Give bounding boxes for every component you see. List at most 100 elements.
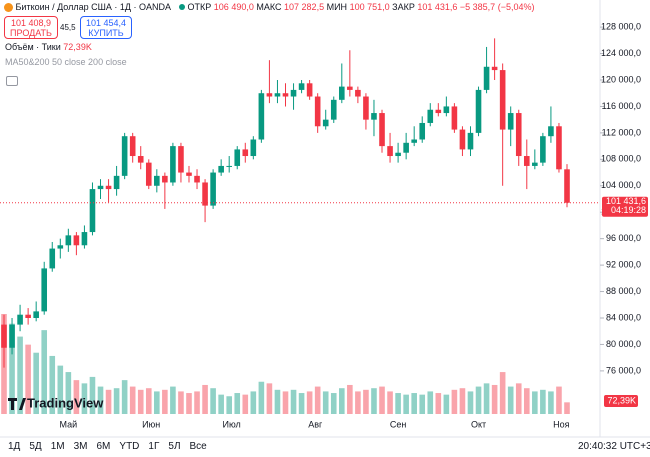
candle-body	[137, 156, 144, 163]
volume-bar	[113, 388, 120, 414]
y-tick-label: 80 000,0	[606, 339, 641, 349]
volume-bar	[403, 394, 409, 414]
candle-body	[210, 172, 216, 206]
candle-body	[97, 185, 104, 190]
candle-body	[371, 113, 377, 120]
volume-bar	[194, 391, 200, 414]
volume-bar	[355, 391, 361, 414]
volume-bar	[250, 391, 257, 414]
volume-bar	[411, 393, 417, 414]
volume-bar	[451, 389, 458, 414]
volume-bar	[154, 391, 160, 414]
candle-body	[154, 175, 160, 186]
volume-bar	[242, 394, 249, 414]
timeframe-button[interactable]: 5Д	[29, 441, 42, 452]
volume-bar	[65, 372, 72, 414]
candle-body	[387, 146, 393, 157]
volume-bar	[49, 355, 56, 414]
volume-bar	[186, 393, 192, 414]
timeframe-button[interactable]: Все	[189, 441, 207, 452]
candle-body	[459, 129, 466, 150]
volume-bar	[97, 386, 104, 414]
volume-bar	[266, 383, 273, 414]
timeframe-button[interactable]: YTD	[119, 441, 140, 452]
logo-icon	[8, 398, 26, 410]
y-tick-label: 116 000,0	[602, 101, 641, 111]
volume-value: 72,39K	[63, 42, 92, 52]
candle-body	[290, 89, 297, 97]
volume-bar	[363, 389, 369, 414]
countdown: 04:19:28	[611, 205, 646, 215]
timeframe-button[interactable]: 5Л	[168, 441, 181, 452]
x-tick-label: Май	[60, 419, 78, 429]
candle-body	[57, 245, 64, 249]
candle-body	[186, 172, 192, 176]
ohlc-label: МИН	[326, 2, 348, 12]
candle-body	[129, 136, 136, 157]
volume-bar	[491, 384, 498, 414]
volume-bar	[57, 365, 64, 414]
candle-body	[25, 314, 31, 318]
x-tick-label: Окт	[471, 419, 486, 429]
volume-bar	[556, 386, 562, 414]
volume-bar	[81, 383, 88, 414]
header: Биткоин / Доллар США · 1Д · OANDA ОТКР 1…	[4, 2, 535, 13]
candle-body	[339, 86, 345, 100]
candle-body	[1, 324, 7, 348]
candle-body	[113, 175, 120, 190]
candle-body	[427, 109, 434, 123]
candle-body	[435, 109, 442, 114]
y-tick-label: 124 000,0	[601, 48, 641, 58]
candle-body	[395, 152, 401, 157]
candle-body	[242, 149, 249, 157]
candle-body	[451, 106, 458, 130]
sell-button[interactable]: 101 408,9 ПРОДАТЬ	[4, 16, 58, 39]
volume-bar	[145, 388, 152, 414]
candle-body	[65, 235, 72, 246]
volume-legend: Объём · Тики 72,39K	[5, 42, 92, 52]
candle-body	[226, 165, 232, 167]
timeframe-button[interactable]: 6М	[96, 441, 111, 452]
buy-button[interactable]: 101 454,4 КУПИТЬ	[80, 16, 132, 39]
candle-body	[17, 314, 23, 325]
price-tag-label: 101 431,6	[606, 196, 646, 206]
candle-body	[73, 235, 80, 246]
candle-body	[532, 162, 538, 166]
volume-bar	[170, 386, 176, 414]
volume-bar	[467, 391, 474, 414]
y-tick-label: 128 000,0	[601, 21, 641, 31]
candle-body	[250, 139, 257, 157]
volume-bar	[499, 372, 506, 414]
volume-bar	[548, 391, 554, 414]
candle-body	[121, 136, 128, 176]
x-tick-label: Июл	[222, 419, 240, 429]
volume-bar	[121, 380, 128, 414]
candle-body	[347, 86, 353, 90]
volume-bar	[17, 336, 23, 414]
volume-bar	[162, 389, 168, 414]
timeframe-button[interactable]: 1М	[50, 441, 65, 452]
candle-body	[499, 70, 506, 130]
timeframe-button[interactable]: 1Г	[148, 441, 160, 452]
volume-bar	[419, 394, 426, 414]
candle-body	[194, 175, 200, 183]
volume-bar	[507, 386, 514, 414]
sell-label: ПРОДАТЬ	[10, 28, 52, 38]
collapse-icon[interactable]	[6, 76, 18, 86]
candle-body	[564, 169, 570, 203]
volume-bar	[73, 380, 80, 414]
ohlc-label: МАКС	[256, 2, 282, 12]
volume-bar	[540, 389, 546, 414]
volume-bar	[371, 388, 377, 414]
x-tick-label: Ноя	[553, 419, 570, 429]
change: −5 385,7 (−5,04%)	[459, 2, 535, 12]
candle-body	[483, 66, 490, 90]
symbol: Биткоин / Доллар США · 1Д · OANDA	[15, 2, 171, 12]
candle-body	[49, 248, 56, 269]
y-tick-label: 108 000,0	[601, 154, 641, 164]
timeframe-button[interactable]: 1Д	[8, 441, 21, 452]
candle-body	[411, 139, 417, 143]
timeframe-button[interactable]: 3М	[73, 441, 88, 452]
volume-bar	[330, 393, 337, 414]
